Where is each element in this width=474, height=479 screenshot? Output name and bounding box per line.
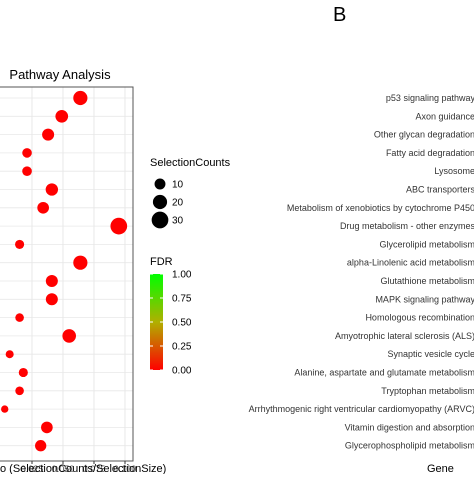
size-legend-title: SelectionCounts <box>150 157 231 169</box>
data-point <box>55 109 69 123</box>
table-header: Gene <box>427 463 454 474</box>
pathway-row-label: Amyotrophic lateral sclerosis (ALS) <box>335 331 474 341</box>
data-point <box>62 329 77 343</box>
data-point <box>45 293 58 306</box>
pathway-row-label: Alanine, aspartate and glutamate metabol… <box>294 368 474 378</box>
pathway-row-label: Glutathione metabolism <box>380 276 474 286</box>
pathway-row-label: alpha-Linolenic acid metabolism <box>347 258 474 268</box>
pathway-row-label: p53 signaling pathway <box>386 93 474 103</box>
size-legend-key <box>151 211 169 229</box>
data-point <box>15 386 24 396</box>
color-legend-label: 0.50 <box>172 318 192 329</box>
plot-panel <box>0 86 134 462</box>
pathway-row-label: Drug metabolism - other enzymes <box>340 221 474 231</box>
pathway-row-label: Arrhythmogenic right ventricular cardiom… <box>249 404 474 414</box>
pathway-row-label: Glycerolipid metabolism <box>379 239 474 249</box>
data-point <box>37 201 49 214</box>
pathway-row-label: Glycerophospholipid metabolism <box>345 441 474 451</box>
pathway-row-label: Fatty acid degradation <box>386 148 474 158</box>
color-legend-label: 0.25 <box>172 342 192 353</box>
data-point <box>5 350 14 359</box>
size-legend-label: 30 <box>172 216 184 227</box>
color-legend-label: 0.00 <box>172 366 192 377</box>
pathway-row-label: MAPK signaling pathway <box>375 294 474 304</box>
pathway-row-label: Axon guidance <box>415 111 474 121</box>
data-point <box>110 217 128 235</box>
size-legend-key <box>154 178 166 190</box>
x-tick-label: 0.100 <box>114 464 137 474</box>
size-legend-label: 20 <box>172 198 184 209</box>
pathway-row-label: Tryptophan metabolism <box>381 386 474 396</box>
x-tick-label: 0.075 <box>83 464 106 474</box>
x-axis-label: o (SelectionCounts/SelectionSize) <box>0 463 166 474</box>
color-legend-bar <box>150 274 163 370</box>
color-legend-label: 0.75 <box>172 294 192 305</box>
data-point <box>41 421 53 434</box>
pathway-row-label: Synaptic vesicle cycle <box>387 349 474 359</box>
data-point <box>45 183 59 196</box>
data-point <box>73 255 88 270</box>
data-point <box>22 166 32 177</box>
pathway-row-label: Vitamin digestion and absorption <box>345 422 474 432</box>
data-point <box>1 405 9 413</box>
panel-label-b: B <box>333 4 347 26</box>
x-tick-label: 0.050 <box>52 464 75 474</box>
data-point <box>18 367 28 378</box>
color-legend-title: FDR <box>150 256 173 268</box>
pathway-row-label: Metabolism of xenobiotics by cytochrome … <box>287 203 474 213</box>
data-point <box>45 274 58 288</box>
data-point <box>22 148 32 158</box>
size-legend-label: 10 <box>172 180 184 191</box>
pathway-row-label: Lysosome <box>434 166 474 176</box>
pathway-row-label: ABC transporters <box>406 185 474 195</box>
size-legend-key <box>152 194 168 210</box>
data-point <box>15 239 25 249</box>
x-tick-label: 0.025 <box>21 464 44 474</box>
data-point <box>42 128 55 141</box>
data-point <box>35 440 47 452</box>
data-point <box>73 90 88 106</box>
color-legend-label: 1.00 <box>172 270 192 281</box>
pathway-row-label: Homologous recombination <box>365 313 474 323</box>
pathway-row-label: Other glycan degradation <box>374 130 474 140</box>
data-point <box>15 313 24 322</box>
chart-title: Pathway Analysis <box>9 67 111 82</box>
